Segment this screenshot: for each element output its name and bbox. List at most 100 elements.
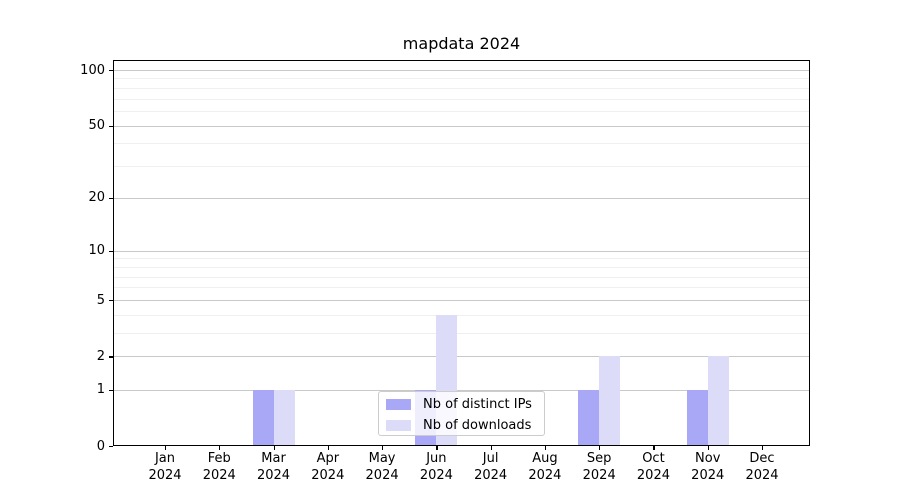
x-tick-label-line: 2024 [691, 467, 725, 483]
x-tick-mark [219, 446, 221, 450]
x-tick-mark [436, 446, 438, 450]
axes-frame [113, 60, 810, 446]
legend-label-downloads: Nb of downloads [423, 418, 532, 433]
minor-gridline [113, 166, 810, 168]
x-tick-label: Feb 2024 [189, 451, 249, 484]
y-tick-mark [109, 250, 113, 252]
y-tick-mark [109, 356, 113, 358]
minor-gridline [113, 276, 810, 278]
x-tick-mark [761, 446, 764, 450]
bar-distinct-ips [578, 389, 600, 446]
x-tick-label-line: 2024 [474, 467, 508, 483]
major-gridline [113, 197, 810, 199]
x-tick-mark [165, 446, 167, 450]
x-tick-mark [707, 446, 709, 450]
x-tick-mark [653, 446, 655, 450]
x-tick-label: Jun 2024 [406, 451, 466, 484]
x-tick-mark [327, 446, 329, 450]
minor-gridline [113, 333, 810, 335]
legend-row: Nb of distinct IPs [386, 396, 544, 413]
x-tick-label: May 2024 [352, 451, 412, 484]
bar-distinct-ips [252, 389, 274, 446]
x-tick-label-line: Jan [154, 451, 176, 466]
x-tick-label-line: Oct [642, 451, 665, 466]
major-gridline [113, 389, 810, 391]
minor-gridline [113, 98, 810, 100]
x-tick-label: Jul 2024 [461, 451, 521, 484]
x-tick-label-line: Jun [426, 451, 447, 466]
legend: Nb of distinct IPs Nb of downloads [378, 391, 545, 436]
y-tick-mark [109, 70, 113, 72]
minor-gridline [113, 266, 810, 268]
x-tick-label-line: May [368, 451, 396, 466]
minor-gridline [113, 287, 810, 289]
x-tick-label-line: 2024 [582, 467, 616, 483]
minor-gridline [113, 78, 810, 80]
x-tick-label-line: Nov [695, 451, 721, 466]
x-tick-label-line: 2024 [256, 467, 291, 483]
bar-distinct-ips [686, 389, 708, 446]
x-tick-label: Sep 2024 [569, 451, 629, 484]
bar-downloads [707, 356, 729, 446]
y-tick-mark [109, 197, 113, 200]
chart-title: mapdata 2024 [402, 34, 521, 53]
y-tick-label: 1 [96, 382, 105, 398]
x-tick-label-line: 2024 [311, 467, 345, 483]
minor-gridline [113, 111, 810, 113]
legend-label-distinct-ips: Nb of distinct IPs [423, 397, 532, 412]
x-tick-mark [273, 446, 275, 450]
minor-gridline [113, 143, 810, 145]
x-tick-label-line: Aug [532, 451, 558, 466]
y-tick-label: 0 [96, 438, 105, 454]
x-tick-label-line: Mar [261, 451, 286, 466]
x-tick-mark [544, 446, 547, 450]
legend-swatch-distinct-ips [386, 399, 411, 410]
major-gridline [113, 70, 810, 71]
x-tick-label-line: 2024 [745, 467, 779, 483]
y-tick-label: 20 [88, 190, 105, 206]
y-tick-label: 2 [96, 348, 105, 364]
x-tick-label-line: 2024 [419, 467, 453, 483]
y-tick-label: 50 [88, 118, 105, 134]
x-tick-label: Nov 2024 [678, 451, 738, 484]
x-tick-label-line: 2024 [148, 467, 182, 483]
x-tick-label-line: 2024 [365, 467, 399, 483]
y-tick-mark [109, 389, 113, 391]
x-tick-label-line: 2024 [636, 467, 670, 483]
x-tick-label-line: 2024 [202, 467, 236, 483]
major-gridline [113, 125, 810, 127]
major-gridline [113, 356, 810, 358]
y-tick-mark [109, 125, 113, 127]
major-gridline [113, 250, 810, 252]
bar-downloads [273, 389, 295, 446]
x-tick-mark [599, 446, 601, 450]
legend-row: Nb of downloads [386, 417, 544, 434]
major-gridline [113, 300, 810, 302]
y-tick-label: 5 [96, 292, 105, 308]
x-tick-label: Dec 2024 [732, 451, 792, 484]
x-tick-label-line: 2024 [528, 467, 562, 483]
legend-swatch-downloads [386, 420, 411, 431]
x-tick-label: Oct 2024 [623, 451, 683, 484]
x-tick-label-line: Dec [749, 451, 775, 466]
minor-gridline [113, 258, 810, 260]
bar-downloads [599, 356, 621, 446]
x-tick-label-line: Apr [316, 451, 340, 466]
minor-gridline [113, 87, 810, 89]
x-tick-label: Jan 2024 [135, 451, 195, 484]
x-tick-mark [382, 446, 384, 450]
minor-gridline [113, 314, 810, 316]
x-tick-label-line: Feb [207, 451, 231, 466]
y-tick-label: 100 [80, 62, 105, 78]
x-tick-mark [490, 446, 492, 450]
y-tick-label: 10 [88, 243, 105, 259]
x-tick-label: Apr 2024 [298, 451, 358, 484]
y-tick-mark [109, 300, 113, 302]
y-tick-mark [109, 446, 113, 448]
plot-area: Nb of distinct IPs Nb of downloads [113, 60, 810, 446]
x-tick-label: Mar 2024 [244, 451, 304, 484]
x-tick-label: Aug 2024 [515, 451, 575, 484]
x-tick-label-line: Sep [586, 451, 612, 466]
x-tick-label-line: Jul [482, 451, 499, 466]
